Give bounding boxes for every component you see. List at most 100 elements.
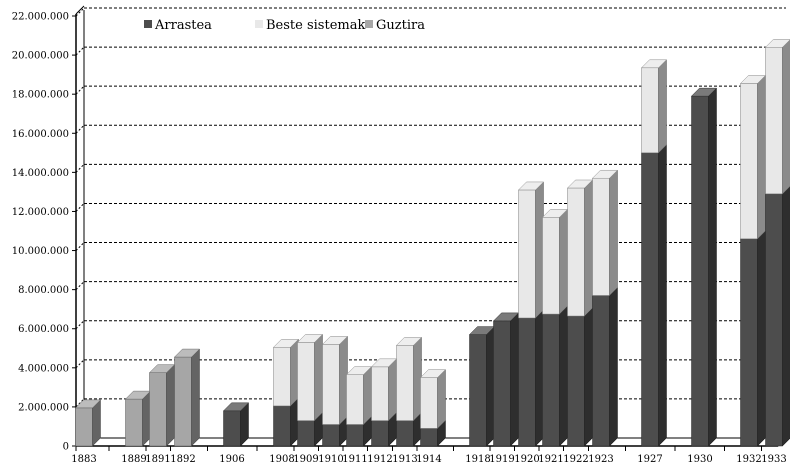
gridline-depth bbox=[75, 359, 85, 369]
bar-side bbox=[584, 179, 593, 317]
legend: Arrastea Beste sistemak Guztira bbox=[144, 18, 425, 33]
bar-segment-beste-sistemak-1908 bbox=[272, 338, 300, 407]
bar-front bbox=[567, 315, 585, 447]
gridline-depth bbox=[75, 398, 85, 408]
bar-front bbox=[592, 295, 610, 447]
bar-side bbox=[559, 305, 568, 447]
bar-segment-beste-sistemak-1921 bbox=[541, 208, 569, 315]
bar-top bbox=[222, 402, 250, 412]
bar-top bbox=[764, 39, 790, 48]
bar-segment-beste-sistemak-1911 bbox=[345, 366, 373, 426]
bar-front bbox=[765, 47, 783, 195]
bar-segment-guztira-1891 bbox=[148, 364, 176, 447]
bar-segment-beste-sistemak-1910 bbox=[321, 335, 349, 426]
bar-segment-arrastea-1921 bbox=[542, 305, 568, 447]
bar-front bbox=[518, 189, 536, 319]
bar-top bbox=[321, 336, 349, 345]
bar-side bbox=[757, 74, 766, 240]
legend-item-guztira: Guztira bbox=[365, 18, 425, 33]
y-tick-label: 2.000.000 bbox=[18, 402, 69, 413]
bar-front bbox=[592, 177, 610, 296]
bar-side bbox=[584, 307, 593, 447]
y-tick-label: 22.000.000 bbox=[12, 12, 69, 23]
bar-side bbox=[510, 312, 519, 447]
x-tick-label: 1914 bbox=[416, 454, 441, 464]
bar-segment-beste-sistemak-1920 bbox=[517, 181, 545, 319]
x-tick-label: 1909 bbox=[293, 454, 318, 464]
bar-segment-arrastea-1927 bbox=[641, 144, 667, 447]
bar-segment-arrastea-1923 bbox=[592, 286, 618, 447]
x-tick-label: 1921 bbox=[538, 454, 563, 464]
bar-front bbox=[420, 377, 438, 429]
gridline-depth bbox=[75, 124, 85, 134]
y-tick-label: 10.000.000 bbox=[12, 246, 69, 257]
y-tick-label: 20.000.000 bbox=[12, 51, 69, 62]
legend-label: Arrastea bbox=[154, 18, 212, 33]
x-tick-label: 1892 bbox=[170, 454, 195, 464]
bar-segment-arrastea-1919 bbox=[492, 312, 520, 447]
bar-top bbox=[640, 59, 668, 69]
bar-segment-arrastea-1930 bbox=[690, 87, 718, 447]
legend-label: Guztira bbox=[376, 18, 425, 33]
bar-segment-arrastea-1922 bbox=[567, 307, 593, 447]
bar-top bbox=[173, 348, 201, 358]
x-tick-label: 1912 bbox=[367, 454, 392, 464]
x-tick-label: 1918 bbox=[465, 454, 490, 464]
bar-front bbox=[396, 345, 414, 421]
bar-segment-beste-sistemak-1912 bbox=[370, 358, 398, 422]
bar-front bbox=[740, 83, 758, 240]
gridline-depth bbox=[75, 242, 85, 251]
y-tick-label: 18.000.000 bbox=[12, 90, 69, 101]
x-tick-label: 1908 bbox=[269, 454, 294, 464]
legend-swatch bbox=[255, 20, 263, 28]
bar-segment-guztira-1892 bbox=[173, 348, 201, 447]
bar-side bbox=[559, 208, 568, 315]
y-tick-label: 6.000.000 bbox=[18, 324, 69, 335]
y-tick-label: 16.000.000 bbox=[12, 129, 69, 140]
x-tick-label: 1930 bbox=[687, 454, 712, 464]
x-tick-label: 1883 bbox=[71, 454, 96, 464]
bar-top bbox=[296, 334, 324, 343]
bar-top bbox=[272, 339, 300, 348]
bar-side bbox=[191, 348, 200, 447]
bar-side bbox=[782, 186, 790, 447]
bar-segment-arrastea-1933 bbox=[765, 186, 790, 447]
y-axis-depth bbox=[75, 5, 85, 15]
bar-top bbox=[690, 87, 718, 97]
bar-front bbox=[273, 347, 291, 407]
bar-front bbox=[641, 152, 659, 447]
bar-segment-beste-sistemak-1914 bbox=[419, 368, 447, 430]
y-tick-label: 8.000.000 bbox=[18, 285, 69, 296]
bar-front bbox=[297, 342, 315, 421]
x-tick-label: 1920 bbox=[514, 454, 539, 464]
bar-front bbox=[125, 398, 143, 447]
x-tick-label: 1913 bbox=[392, 454, 417, 464]
x-tick-label: 1889 bbox=[121, 454, 146, 464]
bar-segment-guztira-1883 bbox=[74, 399, 102, 447]
bar-front bbox=[371, 366, 389, 421]
bar-segment-arrastea-1911 bbox=[346, 415, 372, 447]
bar-segment-arrastea-1913 bbox=[396, 411, 422, 447]
bar-front bbox=[297, 420, 315, 447]
x-tick-label: 1906 bbox=[219, 454, 244, 464]
x-tick-label: 1910 bbox=[318, 454, 343, 464]
bar-side bbox=[782, 39, 790, 195]
gridline-depth bbox=[75, 281, 85, 290]
bar-segment-beste-sistemak-1933 bbox=[764, 39, 790, 195]
legend-item-arrastea: Arrastea bbox=[144, 18, 212, 33]
gridline-depth bbox=[75, 85, 85, 95]
bar-top bbox=[395, 337, 423, 346]
bar-segment-beste-sistemak-1927 bbox=[640, 59, 668, 154]
bar-segment-beste-sistemak-1923 bbox=[591, 169, 619, 297]
bar-front bbox=[273, 405, 291, 447]
bar-segment-arrastea-1910 bbox=[322, 415, 348, 447]
gridline-depth bbox=[75, 46, 85, 56]
bar-segment-beste-sistemak-1913 bbox=[395, 336, 423, 422]
bar-front bbox=[493, 320, 511, 447]
bar-segment-beste-sistemak-1909 bbox=[296, 333, 324, 422]
bar-top bbox=[591, 169, 619, 179]
x-tick-label: 1919 bbox=[489, 454, 514, 464]
bar-front bbox=[346, 424, 364, 447]
